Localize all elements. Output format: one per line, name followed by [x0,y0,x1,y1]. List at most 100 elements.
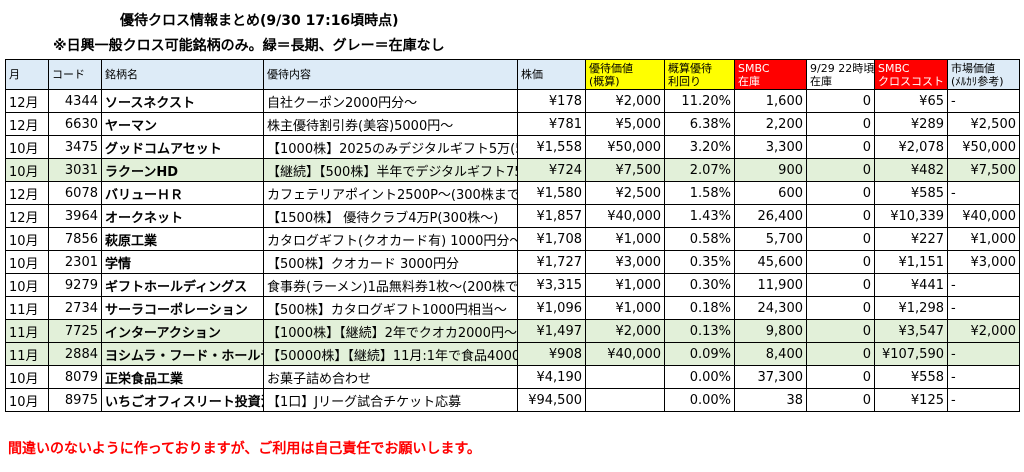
cell-cross-cost: ¥441 [874,273,948,297]
cell-price: ¥1,857 [517,204,586,228]
cell-price: ¥1,096 [517,296,586,320]
cell-value: ¥1,000 [585,273,665,297]
cell-stock-929: 0 [806,227,875,251]
header-smbc-line1: SMBC [738,61,770,75]
cell-stock-929: 0 [806,89,875,113]
cell-cross-cost: ¥1,298 [874,296,948,320]
header-row: 月 コード 銘柄名 優待内容 株価 優待価値 (概算) 概算優待 利回り SMBC 在… [5,59,1020,90]
cell-stock-929: 0 [806,365,875,389]
cell-market-value: ¥40,000 [947,204,1020,228]
cell-month: 12月 [5,112,49,136]
cell-stock-929: 0 [806,204,875,228]
cell-yield: 2.07% [664,158,735,182]
table-row: 11月2884ヨシムラ・フード・ホールディングス【50000株】【継続】11月:… [5,342,1020,366]
cell-price: ¥178 [517,89,586,113]
sheet-subtitle: ※日興一般クロス可能銘柄のみ。緑＝長期、グレー＝在庫なし [53,38,445,54]
table-row: 10月8975いちごオフィスリート投資法人【1口】Jリーグ試合チケット応募¥94… [5,388,1020,412]
cell-smbc-stock: 11,900 [734,273,807,297]
cell-smbc-stock: 24,300 [734,296,807,320]
table-row: 11月 2734 サーラコーポレーション 【500株】カタログギフト1000円相当～ ¥… [5,296,1020,320]
cell-benefit: 株主優待割引券(美容)5000円～ [263,112,518,136]
table-row: 12月 3964 オークネット 【1500株】 優待クラブ4万P(300株～) ¥1,8… [5,204,1020,228]
cell-smbc-stock: 900 [734,158,807,182]
cell-price: ¥1,727 [517,250,586,274]
cell-yield: 11.20% [664,89,735,113]
table-row: 10月 2301 学情 【500株】クオカード 3000円分 ¥1,727 ¥3,000 0… [5,250,1020,274]
cell-stock-929: 0 [806,319,875,343]
cell-month: 10月 [5,158,49,182]
cell-benefit: 食事券(ラーメン)1品無料券1枚～(200株で倍) [263,273,518,297]
cell-yield: 6.38% [664,112,735,136]
cell-market-value: - [947,365,1020,389]
cell-cross-cost: ¥65 [874,89,948,113]
cell-cross-cost: ¥107,590 [874,342,948,366]
cell-benefit: 【継続】【500株】半年でデジタルギフト7500円～ [263,158,518,182]
cell-smbc-stock: 1,600 [734,89,807,113]
cell-name: オークネット [101,204,264,228]
cell-cross-cost: ¥482 [874,158,948,182]
cell-smbc-stock: 45,600 [734,250,807,274]
cell-smbc-stock: 3,300 [734,135,807,159]
cell-value: ¥40,000 [585,342,665,366]
cell-benefit: 【1000株】【継続】2年でクオカ2000円～ [263,319,518,343]
header-value: 優待価値 (概算) [585,59,665,90]
cell-name: いちごオフィスリート投資法人 [101,388,264,412]
cell-stock-929: 0 [806,158,875,182]
header-stock929-line1: 9/29 22時頃 [810,61,875,75]
header-price: 株価 [517,59,586,90]
cell-yield: 0.00% [664,388,735,412]
table-row: 10月 8079 正栄食品工業 お菓子詰め合わせ ¥4,190 0.00% 37,300 0 ¥… [5,365,1020,389]
header-smbc-line2: 在庫 [738,74,760,88]
cell-stock-929: 0 [806,296,875,320]
cell-price: ¥724 [517,158,586,182]
header-market-line1: 市場価値 [951,61,995,75]
cell-name: グッドコムアセット [101,135,264,159]
cell-yield: 0.30% [664,273,735,297]
cell-month: 12月 [5,89,49,113]
cell-month: 10月 [5,250,49,274]
cell-value: ¥40,000 [585,204,665,228]
cell-month: 10月 [5,388,49,412]
cell-code: 7856 [48,227,102,251]
cell-yield: 0.58% [664,227,735,251]
cell-value: ¥2,000 [585,319,665,343]
cell-code: 8079 [48,365,102,389]
header-code: コード [48,59,102,90]
header-market-value: 市場価値 (ﾒﾙｶﾘ参考) [947,59,1020,90]
cell-market-value: - [947,388,1020,412]
cell-name: ヤーマン [101,112,264,136]
header-cross-cost: SMBC クロスコスト [874,59,948,90]
cell-month: 11月 [5,296,49,320]
cell-benefit: 自社クーポン2000円分～ [263,89,518,113]
cell-value: ¥50,000 [585,135,665,159]
cell-value: ¥5,000 [585,112,665,136]
cell-price: ¥94,500 [517,388,586,412]
cell-smbc-stock: 37,300 [734,365,807,389]
cell-stock-929: 0 [806,388,875,412]
cell-name: ソースネクスト [101,89,264,113]
cell-price: ¥4,190 [517,365,586,389]
cell-price: ¥3,315 [517,273,586,297]
cell-market-value: - [947,273,1020,297]
cell-stock-929: 0 [806,273,875,297]
cell-cross-cost: ¥125 [874,388,948,412]
header-yield-line1: 概算優待 [668,61,712,75]
cell-smbc-stock: 600 [734,181,807,205]
cell-benefit: カタログギフト(クオカード有) 1000円分～(2026まで) [263,227,518,251]
cell-market-value: ¥2,500 [947,112,1020,136]
cell-market-value: - [947,296,1020,320]
cell-name: サーラコーポレーション [101,296,264,320]
cell-smbc-stock: 9,800 [734,319,807,343]
cell-code: 2301 [48,250,102,274]
cell-smbc-stock: 2,200 [734,112,807,136]
cell-name: ヨシムラ・フード・ホールディングス [101,342,264,366]
cell-cross-cost: ¥10,339 [874,204,948,228]
cell-yield: 1.58% [664,181,735,205]
cell-code: 6078 [48,181,102,205]
header-cross-line2: クロスコスト [878,74,944,88]
cell-month: 10月 [5,365,49,389]
cell-cross-cost: ¥1,151 [874,250,948,274]
disclaimer-footer: 間違いのないように作っておりますが、ご利用は自己責任でお願いします。 [8,441,481,457]
cell-month: 10月 [5,135,49,159]
